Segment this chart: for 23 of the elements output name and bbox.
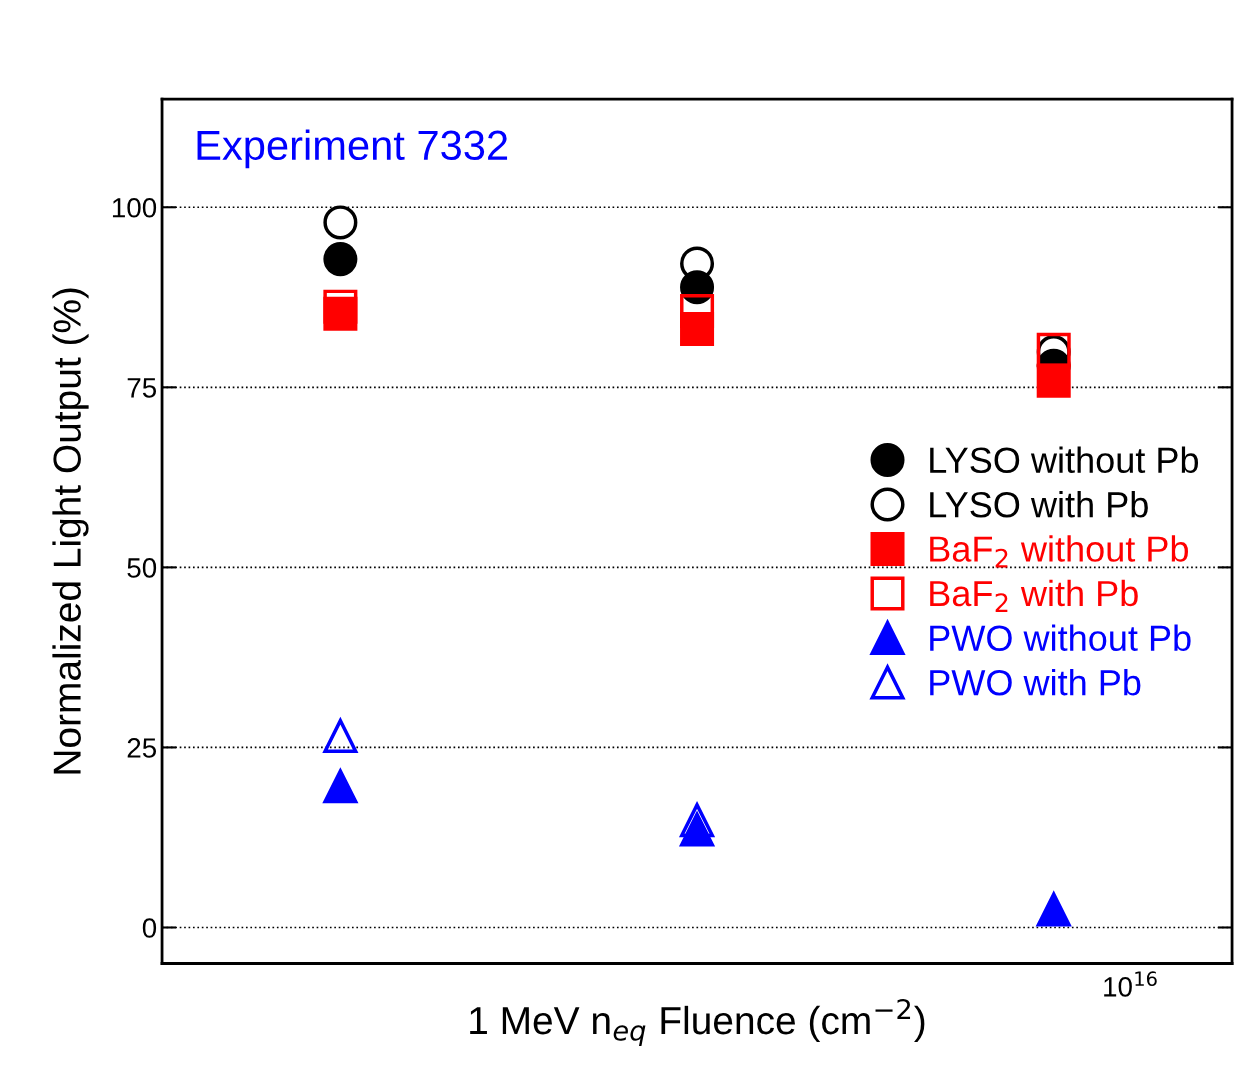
y-tick-label: 75 (127, 378, 157, 398)
y-tick-label: 50 (127, 558, 157, 578)
y-tick-label: 0 (142, 918, 157, 938)
x-axis-title: 1 MeV n$_{eq}$ Fluence (cm$^{−2}$) (470, 998, 925, 1046)
y-tick-label: 25 (127, 738, 157, 758)
point (1036, 892, 1071, 927)
annotation: Experiment 7332 (197, 129, 508, 169)
legend-label: LYSO without Pb (930, 446, 1199, 474)
text: 10$^{16}$ (1104, 971, 1157, 997)
point (323, 205, 358, 240)
legend-label: BaF$_{2}$ with Pb (930, 579, 1138, 612)
legend-label: PWO without Pb (930, 624, 1191, 652)
legend-label: PWO with Pb (930, 668, 1141, 696)
legend-label: LYSO with Pb (930, 491, 1148, 518)
y-axis-title: Normalized Light Output (%) (52, 288, 89, 774)
point (680, 293, 715, 328)
y-tick-label: 100 (112, 197, 157, 218)
point (323, 769, 358, 804)
point (322, 716, 359, 753)
point (680, 803, 715, 838)
legend-label: BaF$_{2}$ without Pb (930, 535, 1189, 568)
point (323, 289, 358, 324)
point (323, 242, 358, 277)
